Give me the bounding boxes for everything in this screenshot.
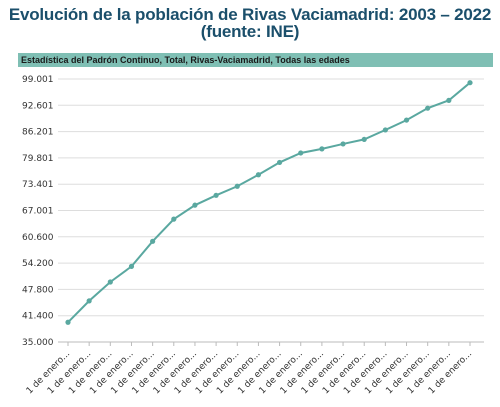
data-point[interactable] — [425, 105, 431, 111]
data-point[interactable] — [86, 298, 92, 304]
series-line — [67, 81, 471, 323]
y-tick-label: 35.000 — [22, 338, 54, 348]
x-axis-ticks: 1 de enero...1 de enero...1 de enero...1… — [25, 342, 474, 396]
data-point[interactable] — [128, 263, 135, 269]
y-tick-label: 79.801 — [22, 154, 54, 164]
y-tick-label: 41.400 — [22, 312, 54, 322]
data-point[interactable] — [446, 97, 452, 103]
data-point[interactable] — [382, 127, 388, 133]
data-point[interactable] — [107, 279, 113, 285]
data-point[interactable] — [192, 202, 198, 208]
data-point[interactable] — [298, 150, 304, 156]
data-point[interactable] — [213, 192, 219, 198]
data-point[interactable] — [276, 159, 283, 166]
data-point[interactable] — [340, 141, 346, 147]
grid-lines — [58, 78, 484, 343]
data-point[interactable] — [467, 80, 473, 86]
y-tick-label: 86.201 — [22, 128, 54, 138]
y-axis-ticks: 35.000 41.400 47.800 54.200 60.600 67.001 73.4… — [22, 75, 54, 348]
data-point[interactable] — [403, 117, 410, 123]
data-point[interactable] — [361, 136, 367, 143]
y-tick-label: 47.800 — [22, 285, 54, 295]
data-point[interactable] — [65, 319, 71, 325]
chart-subtitle: Estadística del Padrón Continuo, Total, … — [18, 53, 493, 67]
y-tick-label: 99.001 — [22, 75, 54, 85]
y-tick-label: 92.601 — [22, 101, 54, 111]
y-tick-label: 54.200 — [22, 259, 54, 269]
data-point[interactable] — [234, 183, 240, 189]
chart-title: Evolución de la población de Rivas Vacia… — [8, 5, 492, 41]
data-point[interactable] — [319, 146, 325, 152]
series-population — [65, 80, 473, 325]
data-point[interactable] — [255, 172, 262, 178]
y-tick-label: 73.401 — [22, 180, 54, 190]
data-point[interactable] — [171, 216, 177, 222]
y-tick-label: 67.001 — [22, 207, 54, 217]
y-tick-label: 60.600 — [22, 233, 54, 243]
data-point[interactable] — [150, 238, 156, 244]
